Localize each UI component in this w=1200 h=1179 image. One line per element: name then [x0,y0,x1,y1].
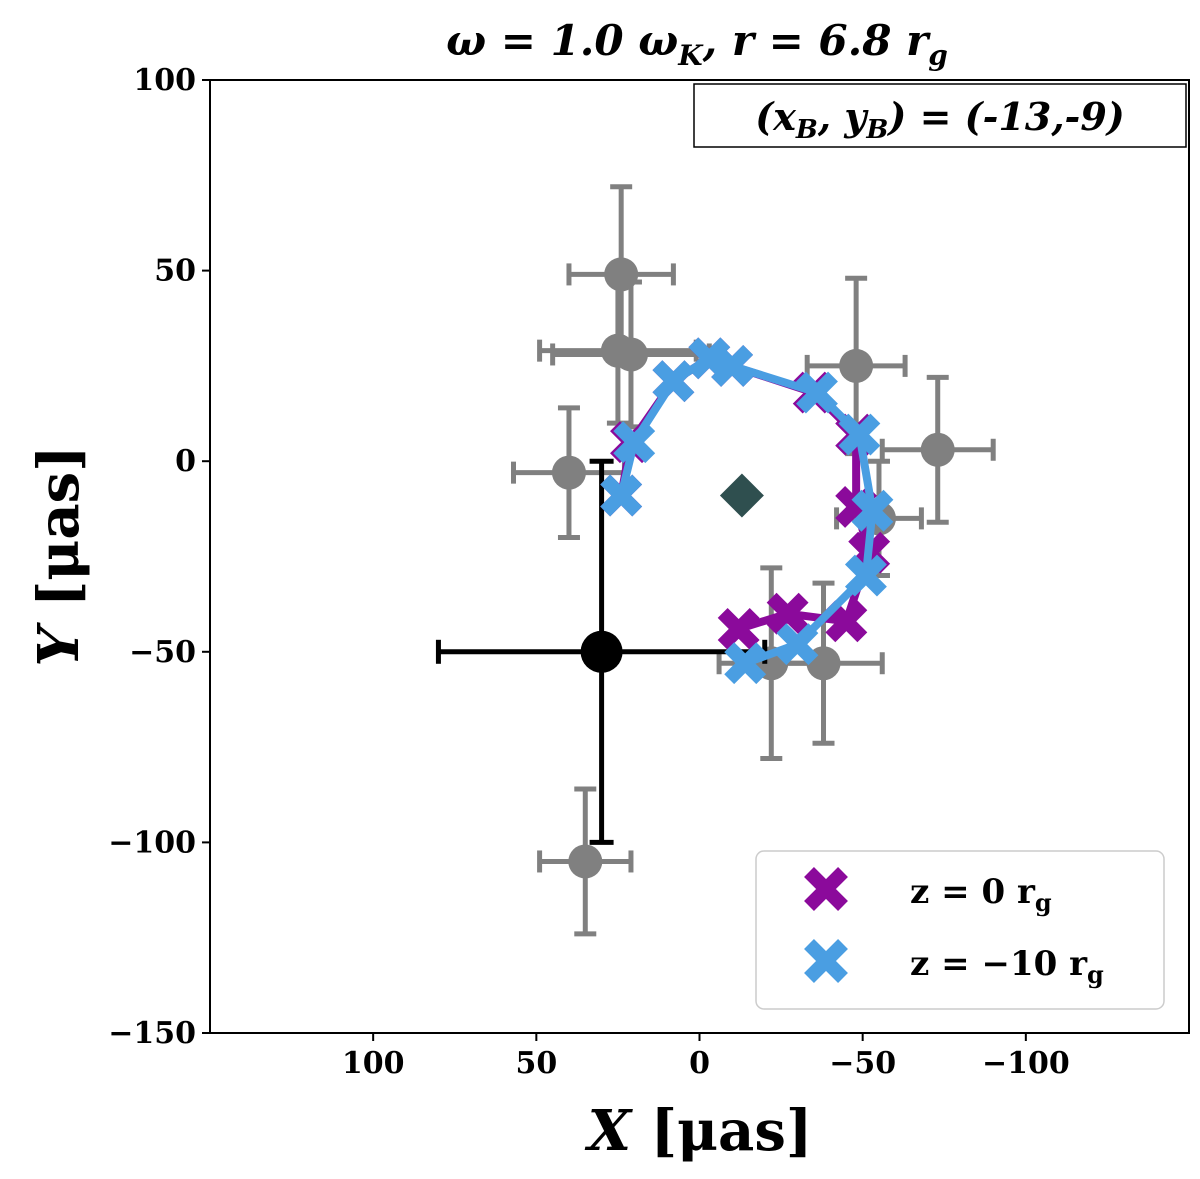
marker-z10 [776,623,819,666]
legend-cross-z0 [804,867,848,911]
observation-point [510,405,627,540]
y-tick-label: 0 [175,444,196,479]
observation-point [879,374,996,525]
annotation-box [693,83,1187,148]
observation-point [566,184,676,365]
legend-marker-z10 [804,939,848,983]
legend-cross-z10 [804,939,848,983]
marker-z10 [724,642,767,685]
marker-z10 [796,371,838,414]
title-r-sub: g [928,39,948,72]
marker-z0 [766,592,809,635]
title-r: , r = 6.8 r [702,16,931,65]
legend-box [755,850,1165,1010]
marker-z10 [652,360,695,403]
data-point [568,844,603,879]
data-point [613,337,648,372]
observation-point [550,279,712,430]
legend-marker-z0 [804,867,848,911]
x-tick-label: 0 [689,1046,710,1081]
x-tick-label: 50 [515,1046,557,1081]
marker-z10 [613,421,656,464]
title-omega: ω = 1.0 ω [446,16,678,65]
data-point [580,630,623,673]
x-tick-label: −100 [982,1046,1070,1081]
marker-z0 [717,607,760,650]
y-axis-label: Y [μas] [26,445,92,666]
data-point [839,348,874,383]
marker-z10 [838,413,881,456]
x-axis-label: X [μas] [585,1098,813,1164]
marker-z10 [844,554,887,597]
legend-label-z10: z = −10 rg [910,944,1104,989]
observation-layer [435,184,996,937]
marker-z10 [600,474,643,517]
axis-ticks: 100 50 0 −50 −100 100 50 0 −50 −100 −150 [108,63,1069,1081]
annotation-text: (xB, yB) = (-13,-9) [755,94,1125,145]
y-tick-label: −50 [129,635,196,670]
y-tick-label: 100 [133,63,196,98]
legend: z = 0 rg z = −10 rg [755,850,1165,1010]
y-tick-label: 50 [154,254,196,289]
x-tick-label: −50 [829,1046,896,1081]
data-point [920,432,955,467]
marker-z10 [711,344,754,387]
x-tick-label: 100 [342,1046,405,1081]
marker-z10 [851,489,894,532]
y-tick-label: −100 [108,825,196,860]
center-diamond-marker [719,473,764,518]
series-layer [600,337,894,685]
observation-point [537,786,634,937]
legend-label-z0: z = 0 rg [910,872,1052,917]
y-tick-label: −150 [108,1016,196,1051]
chart-title: ω = 1.0 ωK, r = 6.8 rg [446,16,948,72]
title-omega-sub: K [677,39,704,72]
data-point [551,455,586,490]
reference-point [435,458,768,845]
